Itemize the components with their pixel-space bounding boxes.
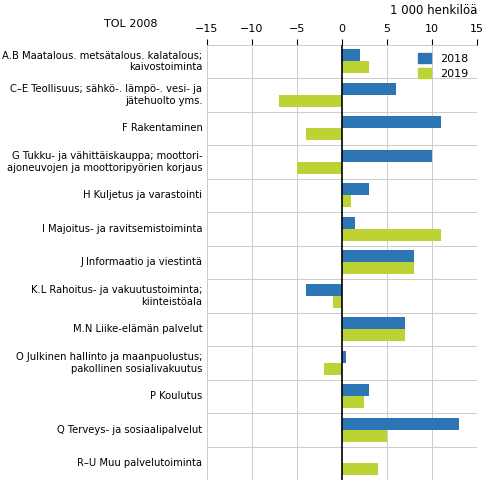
Bar — [342, 49, 360, 61]
Bar — [342, 183, 369, 196]
Bar — [342, 150, 432, 162]
Bar — [342, 463, 378, 476]
Bar — [342, 384, 369, 396]
Bar — [306, 284, 342, 296]
Bar — [279, 95, 342, 107]
Bar — [342, 329, 405, 342]
Bar — [342, 61, 369, 73]
Bar — [342, 396, 365, 408]
Bar — [342, 229, 441, 241]
Bar — [306, 128, 342, 141]
Bar — [342, 196, 351, 207]
Bar — [342, 317, 405, 329]
Bar — [333, 296, 342, 308]
Bar — [342, 217, 356, 229]
Bar — [342, 116, 441, 128]
Bar — [297, 162, 342, 174]
Text: TOL 2008: TOL 2008 — [104, 19, 157, 29]
Bar — [342, 351, 346, 363]
Bar — [324, 363, 342, 375]
Bar — [342, 262, 414, 274]
Bar — [342, 430, 387, 442]
Bar — [342, 250, 414, 262]
Legend: 2018, 2019: 2018, 2019 — [415, 50, 472, 82]
Text: 1 000 henkilöä: 1 000 henkilöä — [390, 4, 477, 17]
Bar — [342, 418, 459, 430]
Bar — [342, 83, 396, 95]
